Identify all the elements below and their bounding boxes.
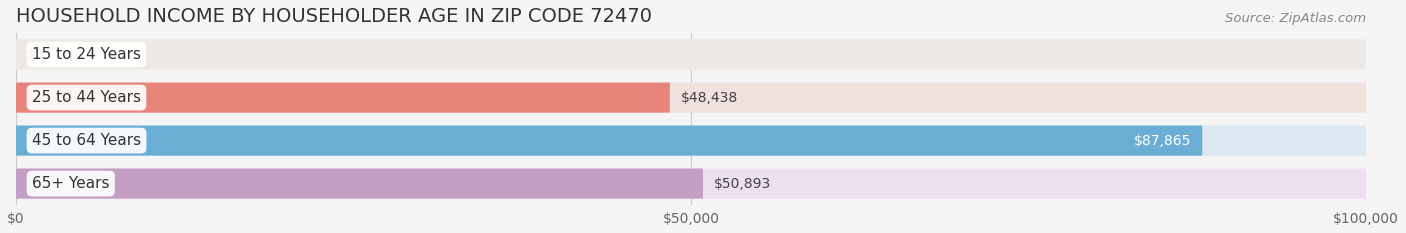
Text: $50,893: $50,893: [714, 177, 770, 191]
FancyBboxPatch shape: [15, 82, 669, 113]
FancyBboxPatch shape: [15, 168, 1367, 199]
Text: HOUSEHOLD INCOME BY HOUSEHOLDER AGE IN ZIP CODE 72470: HOUSEHOLD INCOME BY HOUSEHOLDER AGE IN Z…: [15, 7, 652, 26]
Text: 45 to 64 Years: 45 to 64 Years: [32, 133, 141, 148]
Text: $87,865: $87,865: [1135, 134, 1191, 147]
FancyBboxPatch shape: [15, 40, 1367, 70]
FancyBboxPatch shape: [15, 126, 1367, 156]
Text: $0: $0: [27, 48, 44, 62]
Text: 65+ Years: 65+ Years: [32, 176, 110, 191]
FancyBboxPatch shape: [15, 168, 703, 199]
Text: Source: ZipAtlas.com: Source: ZipAtlas.com: [1225, 12, 1367, 25]
FancyBboxPatch shape: [15, 82, 1367, 113]
FancyBboxPatch shape: [15, 126, 1202, 156]
Text: 15 to 24 Years: 15 to 24 Years: [32, 47, 141, 62]
Text: $48,438: $48,438: [681, 91, 738, 105]
Text: 25 to 44 Years: 25 to 44 Years: [32, 90, 141, 105]
